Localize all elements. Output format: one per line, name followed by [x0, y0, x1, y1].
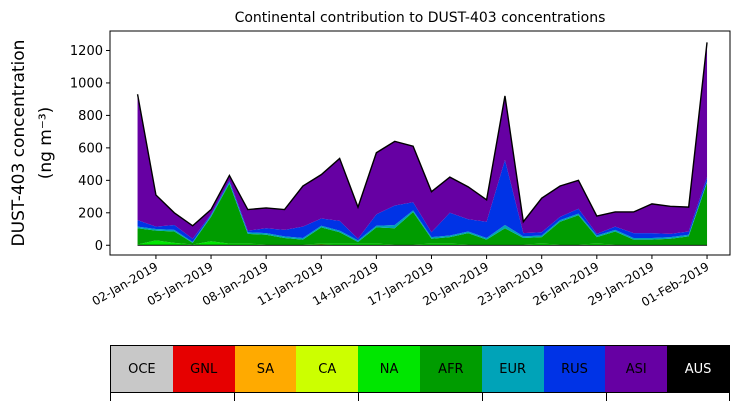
- legend-item-afr: AFR: [419, 346, 482, 392]
- legend-item-sa: SA: [234, 346, 297, 392]
- plot-area: [109, 30, 731, 256]
- y-tick-label: 600: [78, 141, 103, 156]
- y-axis-label: DUST-403 concentration: [9, 40, 29, 247]
- x-axis: 02-Jan-201905-Jan-201908-Jan-201911-Jan-…: [90, 255, 712, 309]
- y-tick-label: 1000: [70, 76, 103, 91]
- legend-ticks: [110, 393, 730, 401]
- series-area-afr: [137, 182, 708, 245]
- color-legend: OCE GNL SA CA NA AFR EUR RUS ASI AUS: [110, 345, 730, 393]
- y-tick-label: 400: [78, 174, 103, 189]
- y-tick-label: 200: [78, 206, 103, 221]
- series-area-rus: [137, 160, 708, 243]
- legend-item-rus: RUS: [543, 346, 606, 392]
- legend-item-aus: AUS: [667, 346, 729, 392]
- y-axis: 0 200 400 600 800 1000 1200: [70, 44, 110, 254]
- legend-item-ca: CA: [296, 346, 359, 392]
- y-tick-label: 800: [78, 109, 103, 124]
- legend-item-na: NA: [358, 346, 420, 392]
- legend-item-gnl: GNL: [172, 346, 235, 392]
- plot-frame: [109, 30, 731, 256]
- legend-item-asi: ASI: [605, 346, 668, 392]
- y-tick-label: 1200: [70, 44, 103, 59]
- chart-title: Continental contribution to DUST-403 con…: [235, 10, 606, 26]
- legend-item-oce: OCE: [111, 346, 173, 392]
- y-axis-unit-label: (ng m⁻³): [36, 107, 56, 180]
- legend-item-eur: EUR: [481, 346, 544, 392]
- total-line: [136, 42, 708, 227]
- series-area-asi: [137, 42, 708, 239]
- area-chart: Continental contribution to DUST-403 con…: [9, 10, 731, 309]
- y-tick-label: 0: [95, 239, 103, 254]
